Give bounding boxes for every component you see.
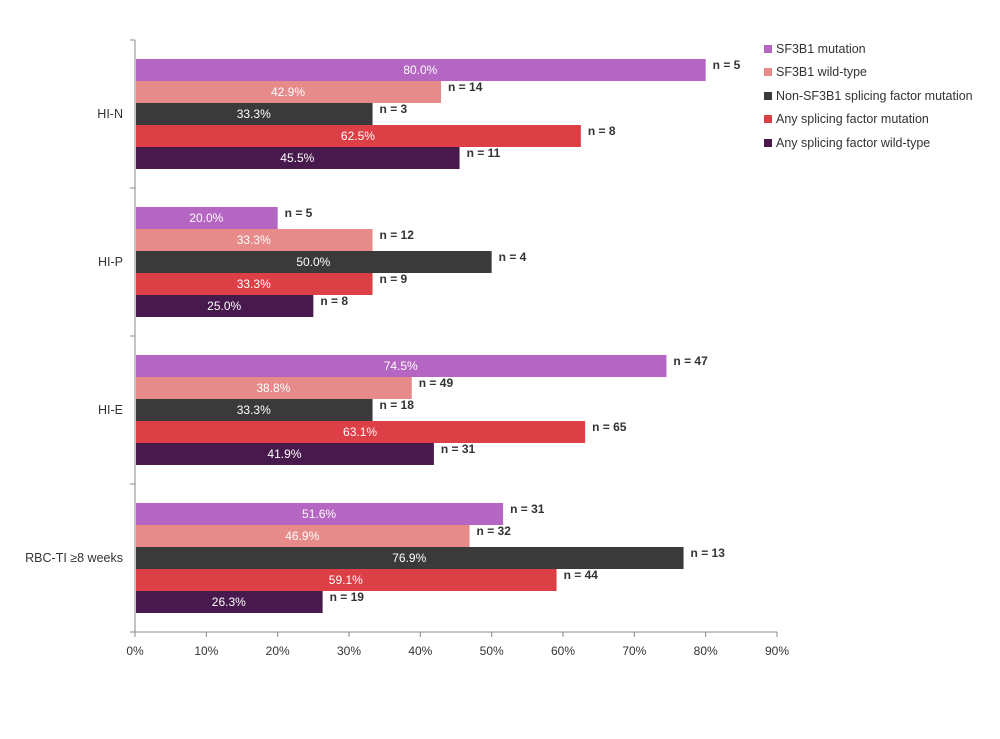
x-tick-label: 40%: [408, 644, 432, 658]
x-tick-label: 70%: [622, 644, 646, 658]
bar-value-label: 33.3%: [237, 277, 271, 291]
bar-value-label: 25.0%: [207, 299, 241, 313]
bar-n-label: n = 3: [380, 102, 408, 116]
bar: [136, 103, 373, 125]
legend-label: Non-SF3B1 splicing factor mutation: [776, 88, 973, 103]
bar-n-label: n = 8: [588, 124, 616, 138]
x-tick-label: 80%: [694, 644, 718, 658]
legend-swatch: [764, 138, 772, 147]
legend-item: Any splicing factor wild-type: [764, 131, 973, 155]
x-tick-label: 90%: [765, 644, 789, 658]
bar-value-label: 51.6%: [302, 507, 336, 521]
bar-n-label: n = 5: [713, 58, 741, 72]
bar-value-label: 33.3%: [237, 403, 271, 417]
bar: [136, 207, 278, 229]
bar-value-label: 33.3%: [237, 107, 271, 121]
category-label: HI-N: [97, 107, 123, 121]
legend-label: SF3B1 wild-type: [776, 65, 868, 80]
bar-n-label: n = 65: [592, 420, 627, 434]
axes: 0% 10% 20% 30% 40% 50% 60% 70% 80% 90% HI-N HI-P HI-…: [25, 39, 789, 658]
x-tick-label: 60%: [551, 644, 575, 658]
bar: [136, 147, 460, 169]
x-tick-label: 50%: [480, 644, 504, 658]
bar-value-label: 62.5%: [341, 129, 375, 143]
bar-n-label: n = 18: [380, 398, 415, 412]
bar-n-label: n = 5: [285, 206, 313, 220]
bar: [136, 229, 373, 251]
bar-value-label: 20.0%: [189, 211, 223, 225]
bar-value-label: 41.9%: [267, 447, 301, 461]
bar-value-label: 63.1%: [343, 425, 377, 439]
bar-n-label: n = 31: [441, 442, 476, 456]
bar-value-label: 76.9%: [392, 551, 426, 565]
bar-value-label: 45.5%: [280, 151, 314, 165]
bar: [136, 59, 706, 81]
legend-label: Any splicing factor mutation: [776, 112, 929, 127]
bar-n-label: n = 9: [380, 272, 408, 286]
bar-n-label: n = 12: [380, 228, 415, 242]
bar: [136, 273, 373, 295]
bar-n-label: n = 31: [510, 502, 545, 516]
bar: [136, 125, 581, 147]
legend-label: SF3B1 mutation: [776, 41, 866, 56]
x-tick-label: 0%: [126, 644, 144, 658]
category-label: HI-E: [98, 403, 123, 417]
bar-n-label: n = 14: [448, 80, 483, 94]
bar-n-label: n = 19: [330, 590, 365, 604]
category-label: RBC-TI ≥8 weeks: [25, 551, 123, 565]
bar: [136, 399, 373, 421]
bar-n-label: n = 49: [419, 376, 454, 390]
bar-n-label: n = 4: [499, 250, 527, 264]
legend: SF3B1 mutation SF3B1 wild-type Non-SF3B1 s…: [764, 37, 973, 155]
bar: [136, 81, 442, 103]
legend-item: Any splicing factor mutation: [764, 108, 973, 132]
legend-swatch: [764, 68, 772, 77]
bar-n-label: n = 32: [477, 524, 512, 538]
bar: [136, 547, 684, 569]
x-tick-label: 10%: [194, 644, 218, 658]
legend-swatch: [764, 44, 772, 53]
bar-n-label: n = 8: [320, 294, 348, 308]
bar: [136, 503, 504, 525]
bar-value-label: 33.3%: [237, 233, 271, 247]
bar: [136, 421, 586, 443]
bar-value-label: 50.0%: [296, 255, 330, 269]
bar-n-label: n = 13: [691, 546, 726, 560]
bar: [136, 569, 557, 591]
bar: [136, 295, 314, 317]
bar: [136, 525, 470, 547]
bar-value-label: 26.3%: [212, 595, 246, 609]
x-tick-label: 30%: [337, 644, 361, 658]
bar: [136, 443, 434, 465]
legend-swatch: [764, 115, 772, 124]
bar: [136, 377, 412, 399]
bar-n-label: n = 11: [467, 146, 501, 160]
x-tick-label: 20%: [266, 644, 290, 658]
bar: [136, 355, 667, 377]
bar: [136, 251, 492, 273]
bar-value-label: 42.9%: [271, 85, 305, 99]
bar-value-label: 80.0%: [403, 63, 437, 77]
bar: [136, 591, 323, 613]
bar-value-label: 46.9%: [285, 529, 319, 543]
legend-item: SF3B1 mutation: [764, 37, 973, 61]
bars: 80.0% n = 5 42.9% n = 14 33.3% n = 3 62.5% n = …: [136, 58, 741, 613]
legend-item: SF3B1 wild-type: [764, 61, 973, 85]
bar-value-label: 59.1%: [329, 573, 363, 587]
legend-item: Non-SF3B1 splicing factor mutation: [764, 84, 973, 108]
bar-n-label: n = 47: [673, 354, 708, 368]
bar-n-label: n = 44: [564, 568, 599, 582]
legend-label: Any splicing factor wild-type: [776, 135, 931, 150]
bar-value-label: 74.5%: [384, 359, 418, 373]
bar-value-label: 38.8%: [256, 381, 290, 395]
category-label: HI-P: [98, 255, 123, 269]
legend-swatch: [764, 91, 772, 100]
